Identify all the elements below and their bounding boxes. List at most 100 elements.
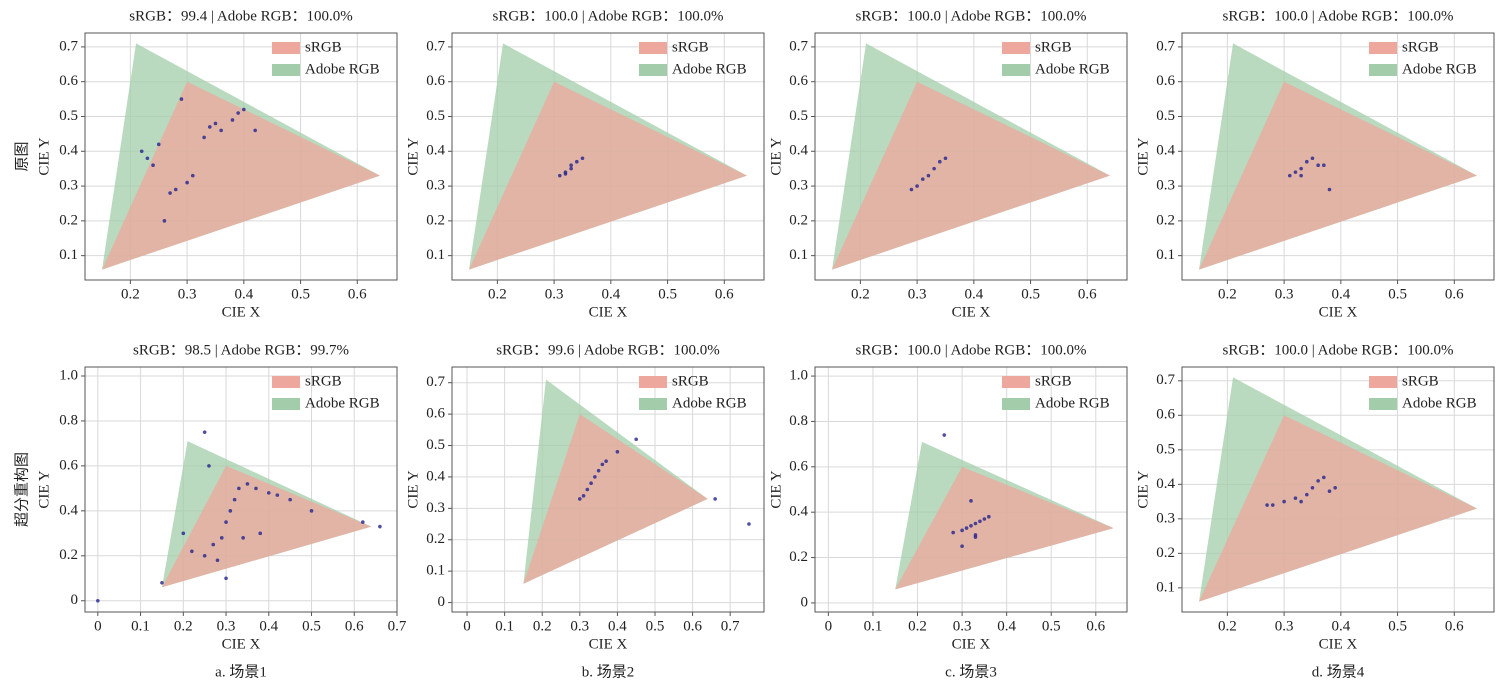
- chroma-point: [569, 163, 573, 167]
- chroma-point: [569, 166, 573, 171]
- gamut-area: [895, 466, 1114, 590]
- plot-frame: [451, 32, 765, 281]
- chroma-point: [219, 536, 224, 540]
- x-tick-label: 0.6: [715, 286, 734, 302]
- chroma-point: [1305, 492, 1309, 497]
- chroma-point: [230, 118, 235, 122]
- x-tick-label: 0.6: [1445, 618, 1464, 634]
- y-tick-label: 0.6: [1156, 407, 1175, 423]
- legend-label: Adobe RGB: [1035, 61, 1110, 77]
- x-tick-label: 0.3: [1275, 286, 1294, 302]
- legend-label: sRGB: [1402, 373, 1439, 389]
- x-tick-label: 0.1: [495, 618, 514, 634]
- chroma-point: [219, 128, 223, 133]
- legend-swatch: [1002, 64, 1030, 76]
- y-tick-label: 0.5: [59, 108, 78, 124]
- y-tick-label: 0: [438, 594, 446, 610]
- chroma-point: [185, 180, 189, 185]
- legend-label: Adobe RGB: [1402, 395, 1477, 411]
- x-tick-label: 0.5: [1042, 618, 1061, 634]
- chroma-point: [1265, 503, 1269, 507]
- y-axis-label: CIE Y: [1135, 137, 1151, 175]
- y-tick-label: 0.2: [1156, 545, 1175, 561]
- chroma-point: [237, 486, 241, 491]
- chart-title: sRGB：98.5 | Adobe RGB：99.7%: [133, 342, 349, 358]
- y-tick-label: 0.4: [1156, 143, 1175, 159]
- y-tick-label: 0.8: [789, 413, 808, 429]
- y-tick-label: 1.0: [59, 367, 78, 383]
- y-axis-label: CIE Y: [405, 470, 421, 508]
- y-tick-label: 0.2: [426, 212, 445, 228]
- y-tick-label: 0.6: [426, 73, 445, 89]
- y-tick-label: 0.1: [59, 247, 78, 263]
- y-tick-label: 0.2: [426, 531, 445, 547]
- chroma-point: [1293, 170, 1298, 174]
- x-tick-label: 0.5: [646, 618, 665, 634]
- plot-frame: [451, 366, 765, 613]
- chroma-point: [581, 493, 586, 498]
- y-tick-label: 0.3: [1156, 178, 1175, 194]
- plot-frame: [1181, 366, 1495, 613]
- legend-swatch: [1002, 376, 1030, 388]
- legend-label: sRGB: [1402, 39, 1439, 55]
- x-axis-label: CIE X: [952, 636, 991, 652]
- y-tick-label: 0.5: [426, 108, 445, 124]
- chroma-point: [978, 519, 982, 524]
- chroma-point: [228, 509, 233, 513]
- y-tick-label: 0.2: [59, 212, 78, 228]
- y-tick-label: 0.1: [1156, 247, 1175, 263]
- x-tick-label: 0: [94, 618, 102, 634]
- y-tick-label: 0.8: [59, 412, 78, 428]
- x-tick-label: 0.4: [259, 618, 278, 634]
- gamut-area: [1199, 81, 1477, 270]
- x-tick-label: 0.4: [997, 618, 1016, 634]
- x-tick-label: 0.3: [908, 286, 927, 302]
- chroma-point: [1322, 475, 1326, 480]
- plot-frame: [814, 32, 1128, 281]
- x-tick-label: 0.2: [174, 618, 193, 634]
- chroma-point: [1316, 479, 1320, 483]
- x-axis-label: CIE X: [589, 304, 628, 320]
- chroma-point: [578, 497, 582, 501]
- chroma-point: [973, 521, 978, 526]
- chroma-point: [1299, 166, 1303, 171]
- chart-title: sRGB：99.4 | Adobe RGB：100.0%: [129, 8, 352, 24]
- chroma-point: [1316, 163, 1320, 167]
- chroma-point: [207, 464, 211, 468]
- gamut-area: [161, 465, 372, 588]
- legend-swatch: [1369, 376, 1397, 388]
- chroma-point: [920, 177, 925, 181]
- chroma-point: [926, 173, 931, 178]
- chroma-point: [361, 520, 365, 524]
- gamut-area: [1199, 415, 1477, 602]
- chroma-point: [969, 499, 973, 503]
- chroma-point: [563, 172, 568, 176]
- chroma-point: [245, 482, 250, 486]
- chroma-point: [309, 509, 314, 513]
- x-axis-label: CIE X: [952, 304, 991, 320]
- x-tick-label: 0.5: [658, 286, 677, 302]
- y-tick-label: 0.4: [789, 504, 808, 520]
- caption: d. 场景4: [1312, 663, 1365, 680]
- y-tick-label: 0.2: [789, 549, 808, 565]
- chroma-point: [909, 187, 914, 192]
- chroma-point: [160, 580, 164, 585]
- y-tick-label: 0.5: [1156, 108, 1175, 124]
- x-tick-label: 0.6: [683, 618, 702, 634]
- y-axis-label: CIE Y: [1135, 470, 1151, 508]
- x-axis-label: CIE X: [222, 636, 261, 652]
- chroma-point: [557, 173, 562, 178]
- chroma-point: [202, 135, 206, 140]
- chroma-point: [224, 576, 228, 581]
- legend-swatch: [1369, 64, 1397, 76]
- chroma-point: [604, 459, 608, 464]
- chroma-point: [258, 531, 263, 536]
- x-tick-label: 0.2: [121, 286, 140, 302]
- chroma-point: [943, 156, 948, 161]
- chroma-point: [1327, 187, 1332, 192]
- legend-label: Adobe RGB: [305, 61, 380, 77]
- x-tick-label: 0.6: [345, 618, 364, 634]
- legend-swatch: [1002, 42, 1030, 54]
- y-tick-label: 0.2: [1156, 212, 1175, 228]
